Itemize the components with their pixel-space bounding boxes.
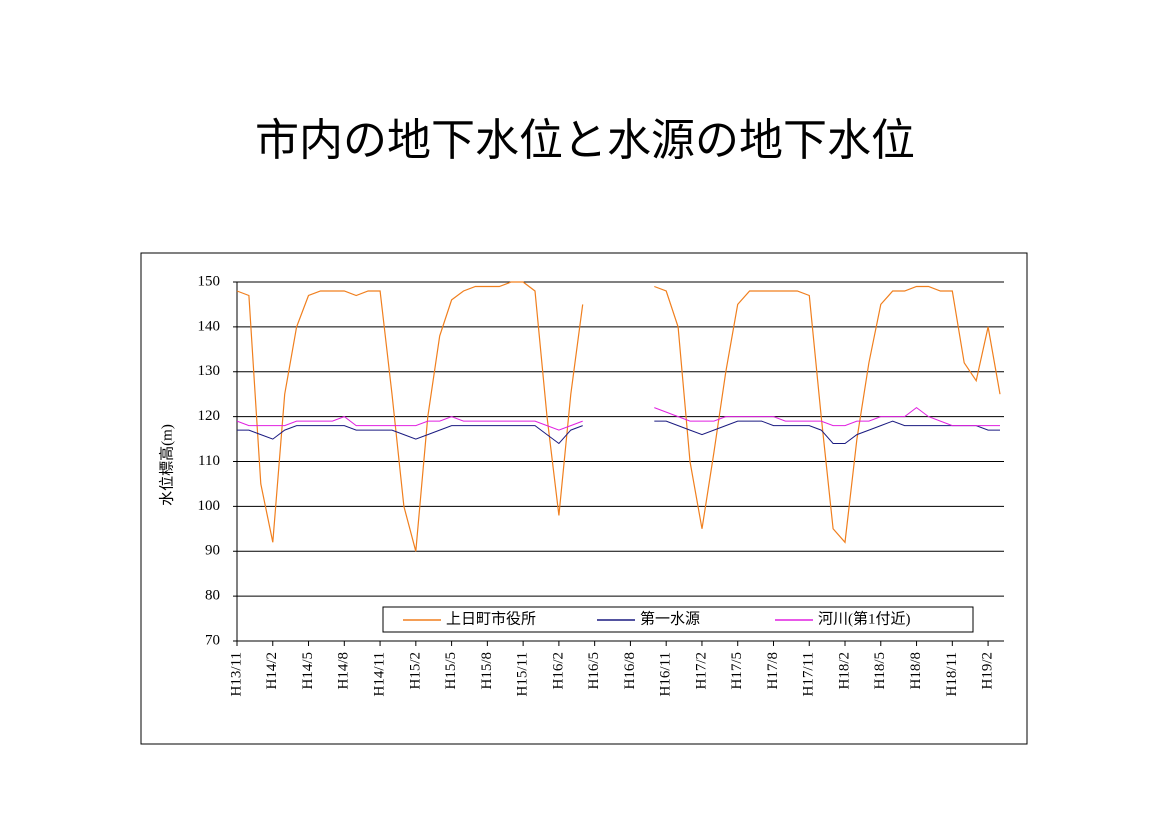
series-line bbox=[236, 281, 1001, 552]
x-tick-label: H16/5 bbox=[586, 652, 602, 690]
y-tick-label: 70 bbox=[205, 632, 220, 648]
x-tick-label: H16/11 bbox=[658, 652, 674, 696]
y-tick-label: 130 bbox=[198, 363, 221, 379]
x-tick-label: H17/2 bbox=[693, 652, 709, 690]
series-line bbox=[237, 420, 1000, 445]
slide-title: 市内の地下水位と水源の地下水位 bbox=[255, 115, 915, 166]
x-tick-label: H14/5 bbox=[300, 652, 316, 690]
y-tick-label: 90 bbox=[205, 543, 220, 559]
x-tick-label: H14/11 bbox=[372, 652, 388, 696]
x-tick-label: H18/5 bbox=[872, 652, 888, 690]
series-line bbox=[236, 406, 1000, 431]
x-tick-label: H19/2 bbox=[980, 652, 996, 690]
x-tick-label: H15/8 bbox=[479, 652, 495, 690]
x-tick-label: H14/8 bbox=[336, 652, 352, 690]
y-tick-label: 110 bbox=[198, 453, 220, 469]
x-tick-label: H18/2 bbox=[836, 652, 852, 690]
legend-label: 河川(第1付近) bbox=[818, 609, 911, 627]
y-tick-label: 120 bbox=[198, 408, 221, 424]
y-tick-label: 140 bbox=[198, 318, 221, 334]
x-tick-label: H17/11 bbox=[801, 652, 817, 696]
y-tick-label: 150 bbox=[198, 273, 221, 289]
legend-label: 上日町市役所 bbox=[446, 610, 536, 627]
x-tick-label: H17/5 bbox=[729, 652, 745, 690]
x-tick-label: H15/5 bbox=[443, 652, 459, 690]
x-tick-label: H16/2 bbox=[550, 652, 566, 690]
legend-box bbox=[382, 606, 974, 633]
x-tick-label: H13/11 bbox=[228, 652, 244, 696]
y-axis-label: 水位標高(m) bbox=[158, 424, 175, 506]
legend-label: 第一水源 bbox=[640, 609, 700, 627]
x-tick-label: H14/2 bbox=[264, 652, 280, 690]
x-tick-label: H18/8 bbox=[908, 652, 924, 690]
y-tick-label: 100 bbox=[198, 498, 221, 514]
x-tick-label: H16/8 bbox=[622, 652, 638, 690]
x-tick-label: H18/11 bbox=[944, 652, 960, 696]
y-tick-label: 80 bbox=[205, 588, 220, 604]
x-tick-label: H15/11 bbox=[515, 652, 531, 696]
chart-frame bbox=[140, 252, 1028, 745]
x-tick-label: H15/2 bbox=[407, 652, 423, 690]
x-tick-label: H17/8 bbox=[765, 652, 781, 690]
